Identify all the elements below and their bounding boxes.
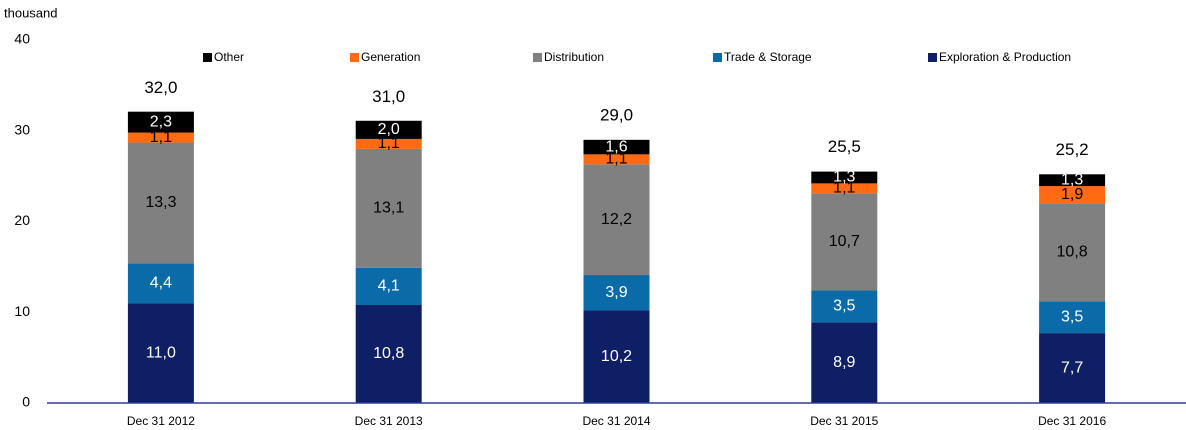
legend-swatch [350, 53, 359, 62]
legend-label: Exploration & Production [939, 50, 1071, 64]
bar-segment [583, 164, 650, 276]
bar-segment [811, 193, 878, 291]
bar-segment [355, 267, 422, 305]
value-label: 10,7 [829, 233, 860, 250]
bar-segment [127, 132, 194, 143]
bar-segment [811, 171, 878, 184]
y-tick-label: 40 [14, 31, 30, 47]
value-label: 2,0 [378, 121, 400, 138]
y-tick-label: 30 [14, 121, 30, 137]
bar-segment [811, 290, 878, 323]
value-label: 10,8 [1057, 244, 1088, 261]
x-tick-label: Dec 31 2016 [1038, 414, 1106, 428]
value-label: 10,8 [373, 345, 404, 362]
y-unit: thousand [4, 5, 58, 20]
bar-segment [583, 310, 650, 403]
total-label: 25,2 [1056, 140, 1089, 159]
legend-label: Distribution [544, 50, 604, 64]
bar-segment [127, 263, 194, 304]
bar-segment [583, 139, 650, 155]
value-label: 11,0 [146, 344, 176, 361]
x-tick-label: Dec 31 2015 [810, 414, 878, 428]
x-tick-label: Dec 31 2013 [355, 414, 423, 428]
value-label: 7,7 [1061, 359, 1083, 376]
total-label: 31,0 [372, 87, 405, 106]
bar-segment [1039, 333, 1106, 403]
value-label: 1,1 [833, 180, 855, 197]
bar-segment [127, 142, 194, 264]
bar-segment [811, 322, 878, 403]
legend-swatch [533, 53, 542, 62]
legend-label: Generation [361, 50, 420, 64]
value-label: 1,6 [605, 138, 627, 155]
y-tick-label: 20 [14, 212, 30, 228]
value-label: 4,1 [378, 278, 400, 295]
bar-segment [1039, 203, 1106, 302]
bar-segment [355, 138, 422, 149]
total-label: 25,5 [828, 137, 861, 156]
value-label: 1,9 [1061, 186, 1083, 203]
value-label: 13,1 [373, 200, 404, 217]
total-label: 29,0 [600, 105, 633, 124]
bar-segment [1039, 301, 1106, 334]
value-label: 1,3 [1061, 171, 1083, 188]
legend-label: Trade & Storage [724, 50, 812, 64]
bar-segment [355, 148, 422, 268]
value-label: 1,1 [378, 135, 400, 152]
y-tick-label: 10 [14, 303, 30, 319]
value-label: 1,1 [605, 151, 627, 168]
x-tick-label: Dec 31 2012 [127, 414, 195, 428]
value-label: 1,3 [833, 169, 855, 186]
y-tick-label: 0 [22, 394, 30, 410]
bar-segment [583, 275, 650, 311]
total-label: 32,0 [144, 78, 177, 97]
bar-segment [355, 304, 422, 403]
legend-swatch [713, 53, 722, 62]
value-label: 4,4 [150, 274, 172, 291]
value-label: 8,9 [833, 354, 855, 371]
legend-label: Other [214, 50, 244, 64]
value-label: 3,5 [833, 298, 855, 315]
value-label: 2,3 [150, 113, 172, 130]
value-label: 10,2 [601, 348, 632, 365]
bar-segment [127, 303, 194, 403]
value-label: 3,5 [1061, 308, 1083, 325]
x-tick-label: Dec 31 2014 [582, 414, 650, 428]
bar-segment [1039, 186, 1106, 204]
value-label: 13,3 [145, 194, 176, 211]
legend-swatch [928, 53, 937, 62]
bar-segment [583, 154, 650, 165]
bar-segment [1039, 174, 1106, 187]
value-label: 3,9 [605, 284, 627, 301]
legend-swatch [203, 53, 212, 62]
value-label: 12,2 [601, 211, 632, 228]
bar-segment [127, 111, 194, 133]
bar-segment [355, 120, 422, 139]
bar-segment [811, 183, 878, 194]
value-label: 1,1 [150, 129, 172, 146]
